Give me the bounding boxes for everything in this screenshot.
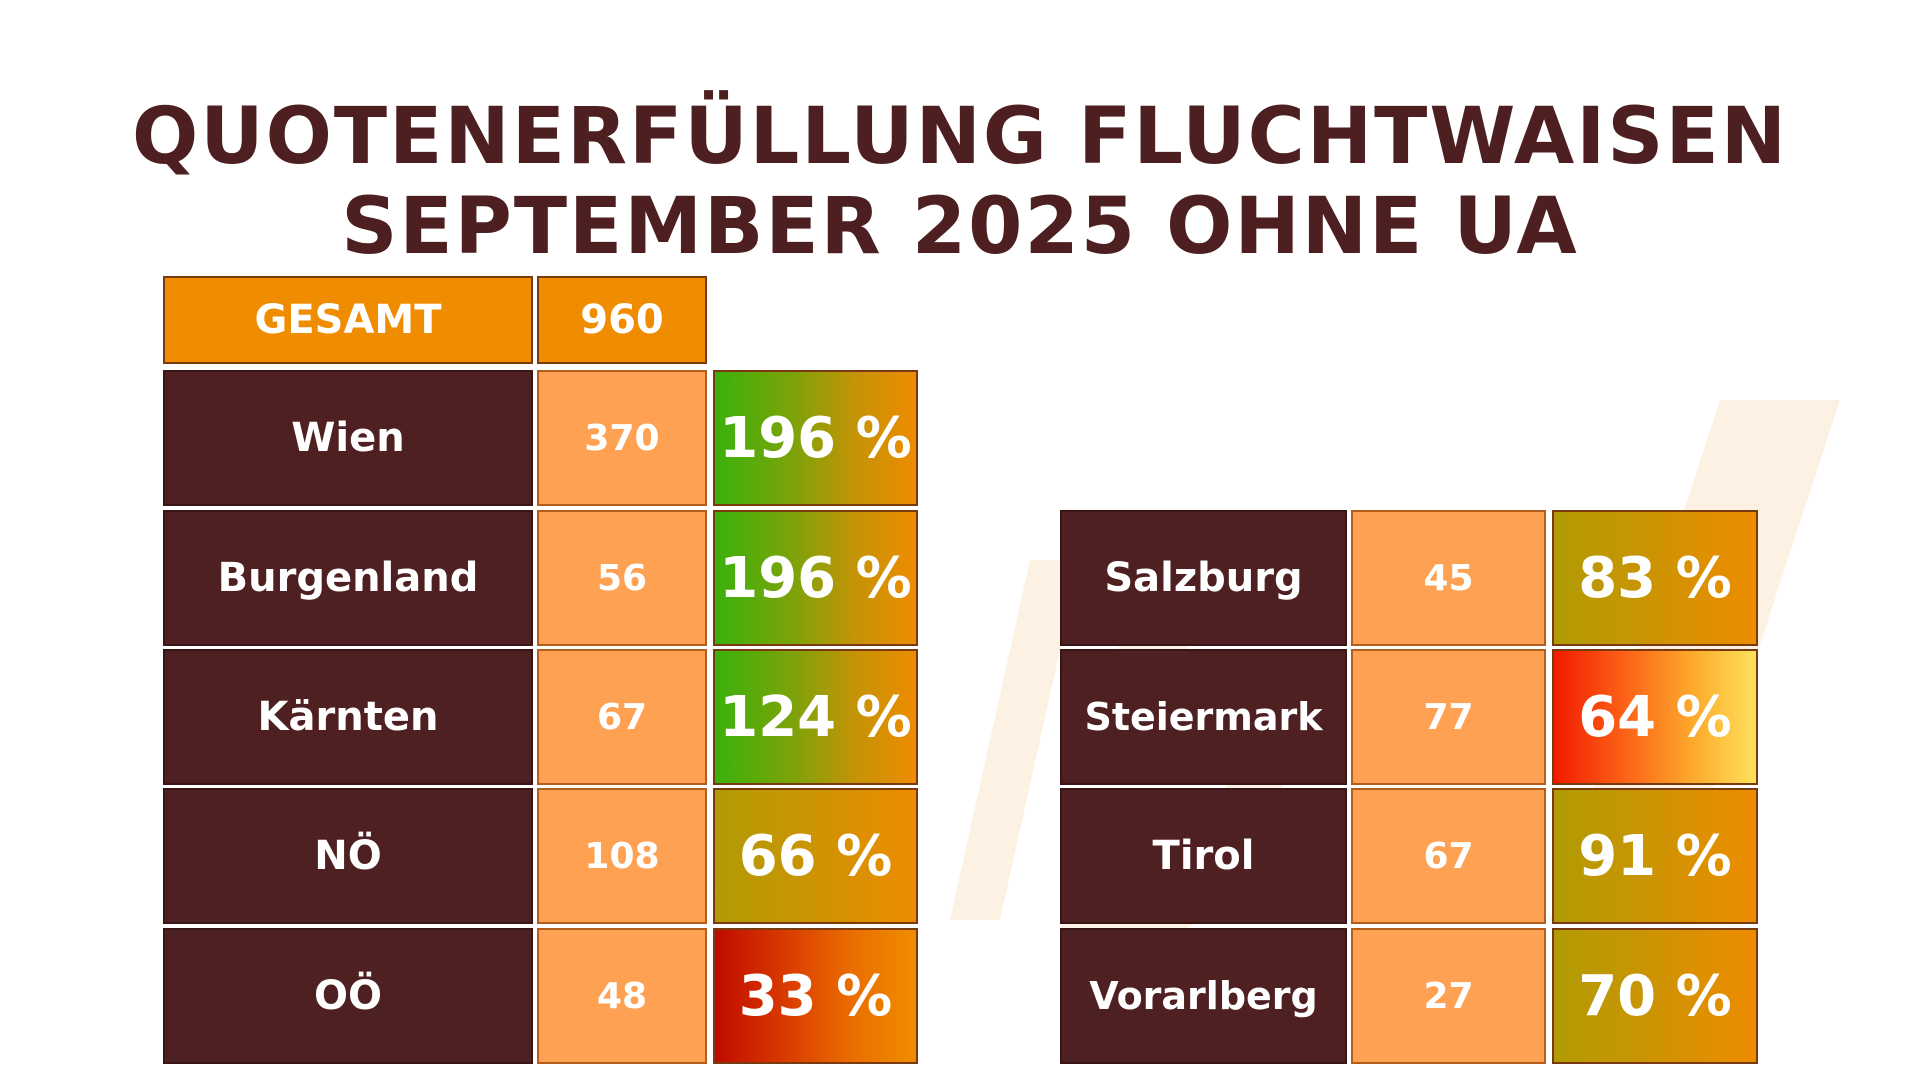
total-label: GESAMT <box>163 276 533 364</box>
region-count-ooe: 48 <box>537 928 707 1064</box>
region-name-salzburg: Salzburg <box>1060 510 1347 646</box>
title-line-2: SEPTEMBER 2025 OHNE UA <box>341 182 1579 272</box>
region-count-salzburg: 45 <box>1351 510 1546 646</box>
region-name-tirol: Tirol <box>1060 788 1347 924</box>
title-line-1: QUOTENERFÜLLUNG FLUCHTWAISEN <box>131 92 1789 182</box>
region-name-burgenland: Burgenland <box>163 510 533 646</box>
region-count-kaernten: 67 <box>537 649 707 785</box>
region-count-steiermark: 77 <box>1351 649 1546 785</box>
region-count-vorarlberg: 27 <box>1351 928 1546 1064</box>
region-percent-ooe: 33 % <box>713 928 918 1064</box>
region-percent-salzburg: 83 % <box>1552 510 1758 646</box>
region-percent-noe: 66 % <box>713 788 918 924</box>
region-percent-tirol: 91 % <box>1552 788 1758 924</box>
region-count-burgenland: 56 <box>537 510 707 646</box>
page-title: QUOTENERFÜLLUNG FLUCHTWAISEN SEPTEMBER 2… <box>0 92 1920 272</box>
region-name-noe: NÖ <box>163 788 533 924</box>
region-name-wien: Wien <box>163 370 533 506</box>
region-count-wien: 370 <box>537 370 707 506</box>
region-count-noe: 108 <box>537 788 707 924</box>
region-name-kaernten: Kärnten <box>163 649 533 785</box>
total-value: 960 <box>537 276 707 364</box>
region-percent-burgenland: 196 % <box>713 510 918 646</box>
region-name-vorarlberg: Vorarlberg <box>1060 928 1347 1064</box>
region-name-steiermark: Steiermark <box>1060 649 1347 785</box>
region-percent-steiermark: 64 % <box>1552 649 1758 785</box>
region-name-ooe: OÖ <box>163 928 533 1064</box>
region-percent-kaernten: 124 % <box>713 649 918 785</box>
region-percent-wien: 196 % <box>713 370 918 506</box>
region-percent-vorarlberg: 70 % <box>1552 928 1758 1064</box>
region-count-tirol: 67 <box>1351 788 1546 924</box>
